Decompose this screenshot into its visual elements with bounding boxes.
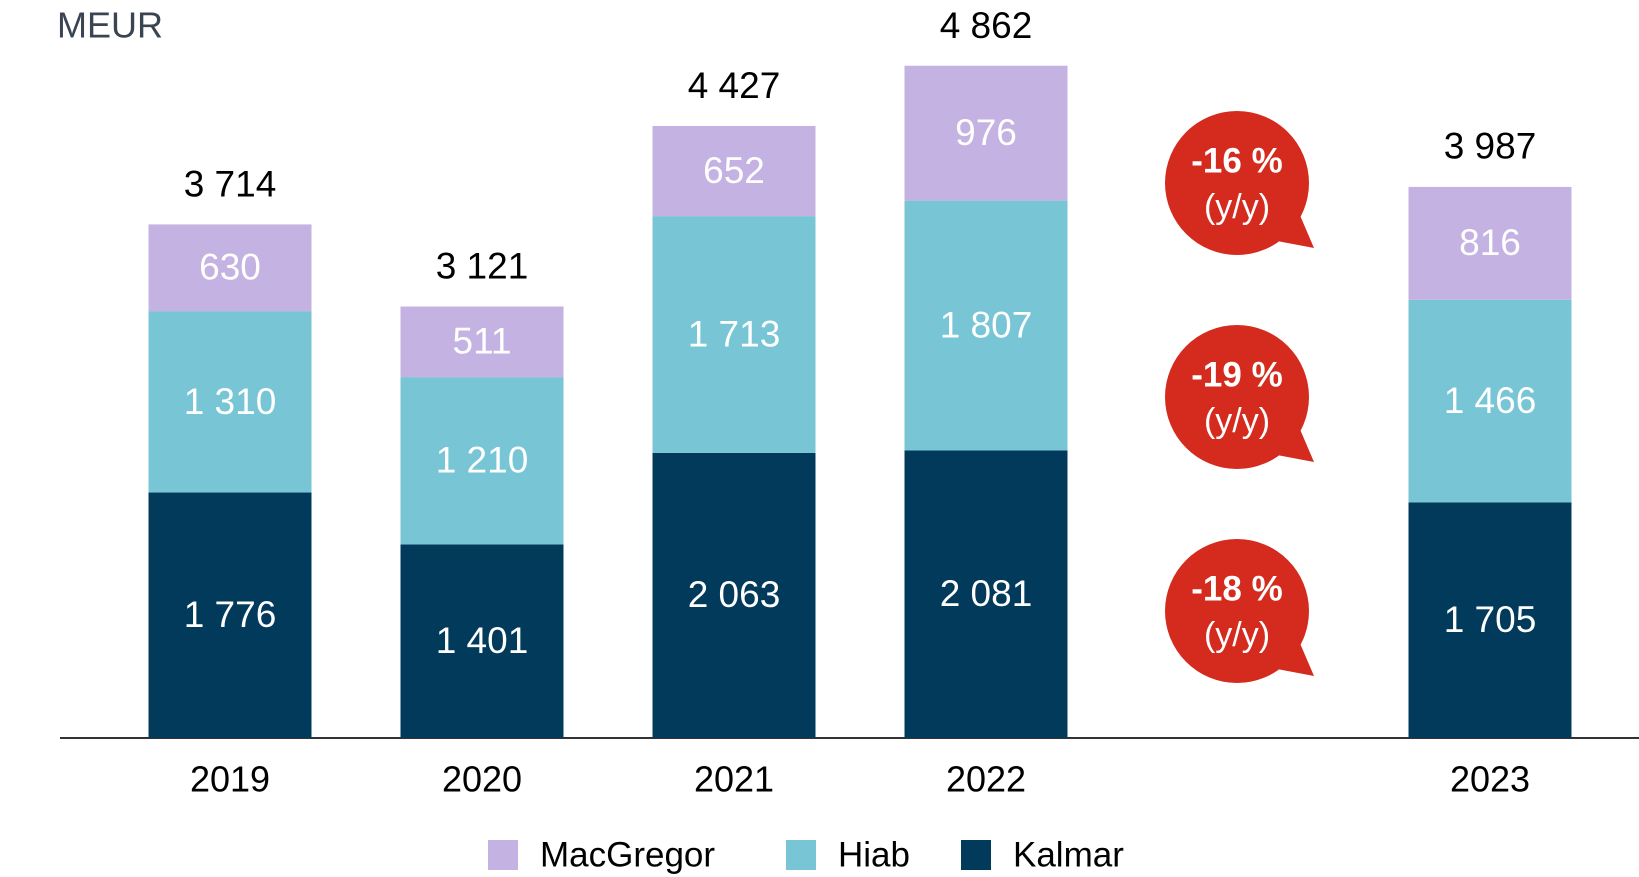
segment-label: 1 705 (1444, 599, 1537, 640)
segment-label: 976 (955, 112, 1017, 153)
bar-segment (904, 200, 1068, 451)
legend-label: Hiab (838, 835, 910, 874)
callout-note: (y/y) (1204, 616, 1270, 654)
legend-label: Kalmar (1013, 835, 1124, 874)
callout-bubble (1165, 539, 1309, 683)
bar-segment (904, 450, 1068, 738)
bar-segment (148, 492, 312, 738)
x-tick-label: 2022 (946, 759, 1026, 800)
callout-bubble (1165, 325, 1309, 469)
segment-label: 1 310 (184, 381, 277, 422)
legend-swatch (961, 840, 991, 870)
total-label: 4 427 (688, 65, 781, 106)
unit-label: MEUR (57, 5, 163, 46)
callout-note: (y/y) (1204, 188, 1270, 226)
bar-segment (1408, 299, 1572, 503)
segment-label: 511 (453, 321, 512, 362)
bar-segment (400, 377, 564, 545)
segment-label: 652 (703, 150, 765, 191)
x-tick-label: 2021 (694, 759, 774, 800)
bar-segment (1408, 186, 1572, 300)
segment-label: 1 807 (940, 304, 1033, 345)
total-label: 3 987 (1444, 126, 1537, 167)
callout-bubble (1165, 111, 1309, 255)
total-label: 3 714 (184, 163, 277, 204)
callout-note: (y/y) (1204, 402, 1270, 440)
bar-segment (400, 306, 564, 378)
callout-text: -18 % (1191, 569, 1282, 608)
bar-segment (652, 125, 816, 217)
bar-segment (652, 452, 816, 738)
x-tick-label: 2020 (442, 759, 522, 800)
segment-label: 1 466 (1444, 380, 1537, 421)
bar-segment (148, 311, 312, 493)
segment-label: 2 063 (688, 574, 781, 615)
segment-label: 1 401 (436, 620, 529, 661)
x-tick-label: 2023 (1450, 759, 1530, 800)
callout-bubble (1277, 427, 1314, 462)
bar-segment (652, 216, 816, 453)
segment-label: 1 210 (436, 440, 529, 481)
bar-segment (904, 65, 1068, 201)
callout-bubble (1277, 641, 1314, 676)
legend-label: MacGregor (540, 835, 715, 874)
segment-label: 1 713 (688, 313, 781, 354)
segment-label: 1 776 (184, 594, 277, 635)
legend-swatch (488, 840, 518, 870)
segment-label: 816 (1459, 222, 1521, 263)
bar-segment (148, 224, 312, 312)
bar-segment (1408, 502, 1572, 738)
x-tick-label: 2019 (190, 759, 270, 800)
callout-text: -19 % (1191, 355, 1282, 394)
segment-label: 630 (199, 247, 261, 288)
legend-swatch (786, 840, 816, 870)
total-label: 3 121 (436, 245, 529, 286)
bar-segment (400, 544, 564, 738)
segment-label: 2 081 (940, 573, 1033, 614)
callout-text: -16 % (1191, 141, 1282, 180)
total-label: 4 862 (940, 5, 1033, 46)
callout-bubble (1277, 213, 1314, 248)
